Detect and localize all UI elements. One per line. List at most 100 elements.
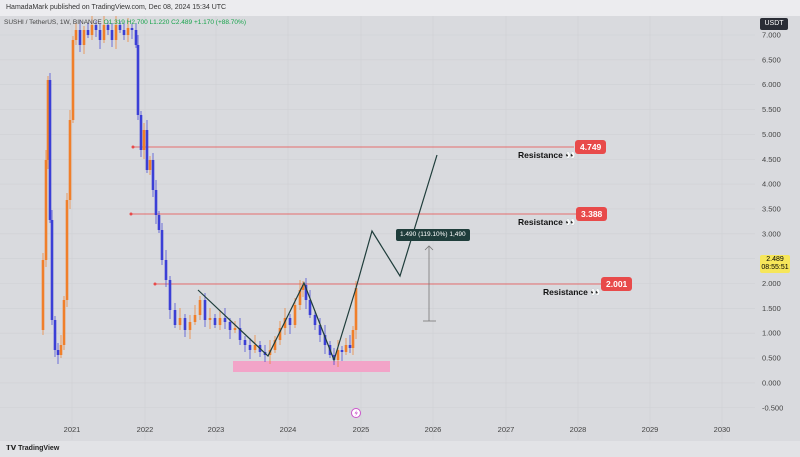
candle-body (203, 300, 207, 320)
bar-countdown: 08:55:51 (761, 264, 789, 271)
candle-body (94, 25, 98, 30)
resistance-label-1: Resistance 👀 (518, 150, 576, 160)
time-tick-label: 2027 (498, 425, 515, 434)
support-zone (233, 361, 390, 372)
candles (41, 15, 358, 367)
price-tick-label: 6.500 (762, 55, 781, 64)
candle-body (354, 288, 358, 330)
eyes-icon: 👀 (565, 217, 576, 227)
candle-body (145, 130, 149, 170)
time-tick-label: 2028 (570, 425, 587, 434)
resistance-value-badge-3: 2.001 (601, 277, 633, 291)
resistance-line-4749-anchor (131, 145, 135, 149)
price-tick-label: 0.500 (762, 354, 781, 363)
candle-body (50, 220, 54, 320)
candle-body (278, 328, 282, 340)
measure-tool (423, 245, 436, 322)
candle-body (273, 340, 277, 350)
event-marker[interactable] (351, 408, 361, 418)
candle-body (233, 328, 237, 330)
resistance-value-badge-1: 4.749 (575, 140, 607, 154)
measure-arrow (424, 245, 434, 251)
candle-body (164, 260, 168, 280)
candle-body (157, 215, 161, 230)
candle-body (308, 300, 312, 315)
current-price: 2.489 (766, 256, 784, 263)
candle-body (110, 30, 114, 40)
candle-body (130, 28, 134, 30)
candle-body (86, 30, 90, 35)
measure-label: 1.490 (119.10%) 1,490 (396, 229, 470, 241)
candle-body (122, 30, 126, 35)
candle-body (74, 30, 78, 40)
candle-body (323, 335, 327, 345)
candle-body (126, 28, 130, 35)
resistance-label-3: Resistance 👀 (543, 287, 601, 297)
resistance-line-3388-anchor (129, 212, 133, 216)
candle-body (213, 318, 217, 325)
eyes-icon: 👀 (590, 287, 601, 297)
candle-body (160, 230, 164, 260)
publisher-bar: HamadaMark published on TradingView.com,… (0, 0, 800, 16)
symbol-text: SUSHI / TetherUS, 1W, BINANCE (4, 19, 102, 26)
candle-body (46, 80, 50, 160)
time-tick-label: 2029 (642, 425, 659, 434)
candle-body (340, 350, 344, 352)
candle-body (142, 130, 146, 150)
candle-body (288, 318, 292, 325)
price-tick-label: 4.000 (762, 180, 781, 189)
ohlc-text: O1.319 H2.700 L1.220 C2.489 +1.170 (+88.… (103, 19, 246, 26)
candle-body (248, 345, 252, 350)
candle-body (44, 160, 48, 260)
resistance-value-badge-2: 3.388 (576, 207, 608, 221)
candle-body (168, 280, 172, 310)
currency-badge[interactable]: USDT (760, 18, 788, 30)
time-tick-label: 2021 (64, 425, 81, 434)
candle-body (71, 40, 75, 120)
candle-body (48, 80, 52, 220)
candle-body (114, 25, 118, 40)
price-tick-label: 5.000 (762, 130, 781, 139)
tradingview-logo[interactable]: 𝗧𝗩 TradingView (6, 444, 59, 452)
price-tick-label: 1.000 (762, 329, 781, 338)
price-tick-label: 7.000 (762, 31, 781, 40)
candle-body (134, 30, 138, 45)
time-tick-label: 2026 (425, 425, 442, 434)
candle-body (82, 30, 86, 45)
candle-body (59, 345, 63, 355)
candle-body (301, 285, 305, 290)
price-tick-label: 3.500 (762, 204, 781, 213)
candle-body (348, 345, 352, 348)
candle-body (151, 160, 155, 190)
price-tick-label: 0.000 (762, 378, 781, 387)
tv-logo-icon: 𝗧𝗩 (6, 445, 17, 452)
candle-body (65, 200, 69, 300)
candle-body (173, 310, 177, 325)
price-scale[interactable]: 7.000 6.500 6.000 5.500 5.000 4.500 4.000 3.500… (762, 31, 783, 413)
candle-body (344, 345, 348, 352)
candle-body (228, 322, 232, 330)
price-tick-label: 3.000 (762, 229, 781, 238)
candle-body (208, 318, 212, 320)
price-tick-label: -0.500 (762, 403, 783, 412)
symbol-info: SUSHI / TetherUS, 1W, BINANCE O1.319 H2.… (4, 19, 246, 26)
time-axis[interactable]: 2021 2022 2023 2024 2025 2026 2027 2028 2029 2030 (64, 425, 731, 434)
candle-body (56, 350, 60, 355)
candle-body (102, 25, 106, 40)
pattern-trendline (197, 154, 438, 362)
candle-body (136, 45, 140, 115)
candle-body (98, 30, 102, 40)
candle-body (318, 325, 322, 335)
candle-body (293, 305, 297, 325)
lightning-icon (354, 410, 358, 417)
candle-body (218, 318, 222, 325)
candle-body (148, 160, 152, 170)
footer-bar (0, 441, 800, 457)
price-tick-label: 1.500 (762, 304, 781, 313)
chart-grid (0, 16, 755, 440)
candle-body (238, 328, 242, 340)
candle-body (53, 320, 57, 350)
candle-body (351, 330, 355, 348)
candle-body (139, 115, 143, 150)
